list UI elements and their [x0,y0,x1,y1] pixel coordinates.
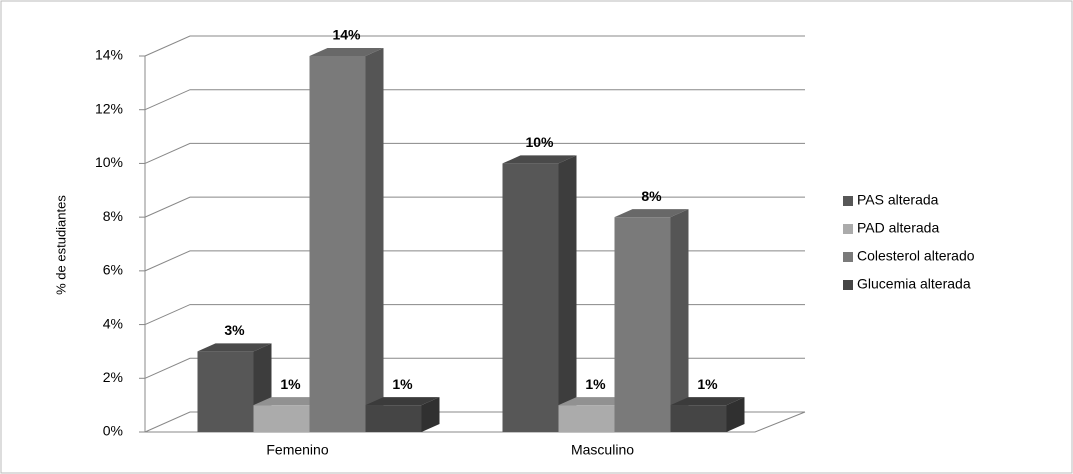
value-label: 8% [641,188,662,204]
legend-swatch [843,252,853,262]
grid-line [144,250,805,272]
legend-swatch [843,280,853,290]
grid-line [144,142,805,164]
bar [502,163,559,432]
bar-side [365,48,384,432]
legend-label: Colesterol alterado [857,248,975,264]
value-label: 1% [392,376,413,392]
legend-label: PAD alterada [857,220,939,236]
bar-side [558,155,577,432]
value-label: 3% [224,322,245,338]
y-tick-label: 10% [95,154,123,170]
bar [558,405,615,432]
bar-side [421,397,440,432]
y-tick-label: 4% [103,315,123,331]
value-label: 1% [585,376,606,392]
bar [197,351,254,432]
bar-top [502,155,577,164]
bar-top [670,397,745,406]
x-tick-label: Femenino [266,442,328,458]
grid-line [144,89,805,111]
grid-line [144,357,805,379]
x-tick-label: Masculino [571,442,634,458]
legend-swatch [843,224,853,234]
legend-label: Glucemia alterada [857,276,971,292]
legend-label: PAS alterada [857,192,939,208]
y-axis-label: % de estudiantes [53,195,68,295]
y-tick-label: 14% [95,47,123,63]
value-label: 1% [697,376,718,392]
bar [365,405,422,432]
bar [253,405,310,432]
bar-side [726,397,745,432]
legend-swatch [843,196,853,206]
grid-line [144,196,805,218]
bar [614,217,671,432]
grid-line [144,35,805,57]
value-label: 14% [332,27,361,43]
bar [670,405,727,432]
y-tick-label: 2% [103,369,123,385]
y-tick-label: 0% [103,423,123,439]
bar-top [365,397,440,406]
y-tick-label: 12% [95,100,123,116]
bar-top [309,48,384,56]
grid-line [144,304,805,326]
value-label: 1% [280,376,301,392]
value-label: 10% [525,134,554,150]
bar-side [670,209,689,432]
bar-top [253,397,328,406]
y-tick-label: 8% [103,208,123,224]
bar [309,56,366,432]
bar-top [197,343,272,352]
bar-top [614,209,689,218]
bar-top [558,397,633,406]
y-tick-label: 6% [103,262,123,278]
